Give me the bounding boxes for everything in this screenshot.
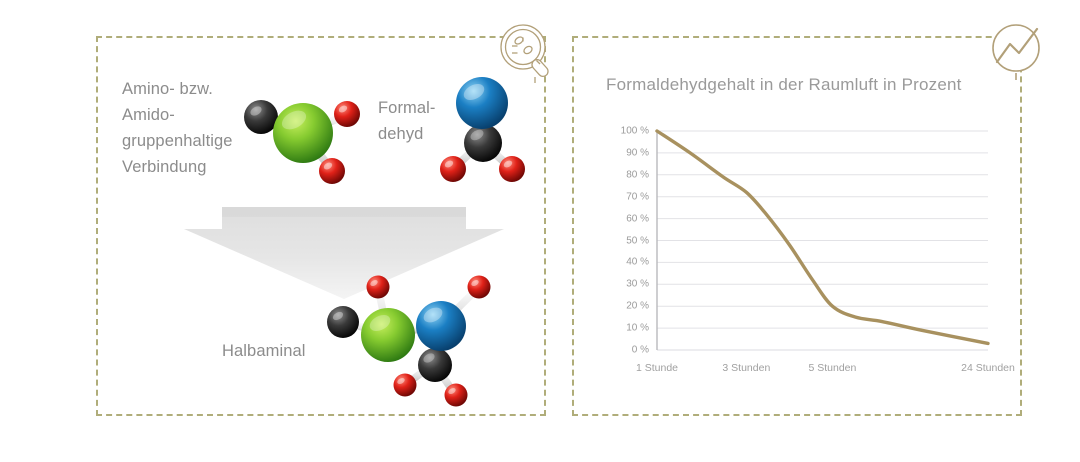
chart-gridlines [657, 130, 988, 351]
data-curve [655, 129, 990, 346]
amino-compound-molecule [236, 78, 372, 190]
y-axis-tick-label: 0 % [631, 344, 649, 356]
line-chart: 100 % 90 % 80 % 70 % 60 % 50 % 40 % 30 % 20 % 10 … [596, 118, 1015, 375]
product-label: Halbaminal [222, 342, 306, 360]
y-axis-tick-label: 80 % [626, 169, 649, 181]
y-axis-tick-label: 100 % [620, 125, 649, 137]
x-axis-tick-label: 1 Stunde [635, 362, 679, 374]
chart-panel [572, 36, 1022, 416]
y-axis-tick-label: 20 % [626, 300, 649, 312]
y-axis-tick-label: 90 % [626, 147, 649, 159]
y-axis-tick-label: 50 % [626, 235, 649, 246]
y-axis-tick-label: 70 % [626, 191, 649, 203]
reagent-label: Formal- dehyd [378, 99, 436, 143]
formaldehyde-molecule [432, 70, 536, 186]
line-chart-circle-icon [988, 20, 1050, 82]
reactant-label: Amino- bzw. Amido- gruppenhaltige Verbin… [122, 80, 233, 176]
y-axis-tick-label: 30 % [626, 278, 649, 290]
y-axis-tick-label: 40 % [626, 256, 649, 268]
x-axis-tick-label: 5 Stunden [808, 362, 857, 374]
y-axis-tick-label: 60 % [626, 213, 649, 225]
chart-plot [655, 129, 990, 351]
down-arrow [184, 207, 504, 299]
magnifier-molecule-icon [498, 22, 560, 84]
chart-title: Formaldehydgehalt in der Raumluft in Pro… [606, 75, 962, 94]
halbaminal-molecule [322, 272, 506, 408]
x-axis-tick-label: 24 Stunden [961, 362, 1015, 374]
x-axis-tick-label: 3 Stunden [722, 362, 771, 374]
y-axis-tick-label: 10 % [626, 322, 649, 334]
